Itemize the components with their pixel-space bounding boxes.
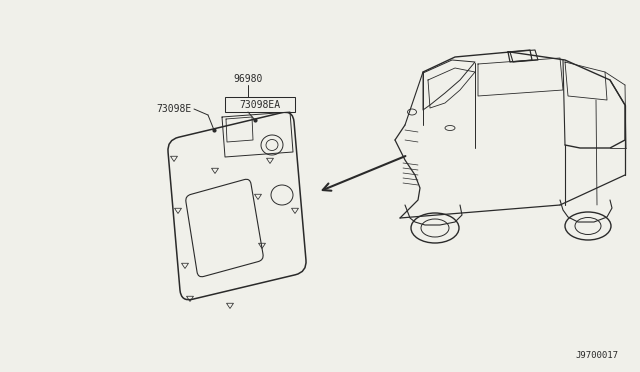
Text: 73098EA: 73098EA [239, 99, 280, 109]
Text: J9700017: J9700017 [575, 351, 618, 360]
PathPatch shape [168, 112, 306, 300]
PathPatch shape [186, 179, 263, 277]
FancyBboxPatch shape [225, 97, 295, 112]
Text: 96980: 96980 [234, 74, 262, 84]
Text: 73098E: 73098E [157, 104, 192, 114]
